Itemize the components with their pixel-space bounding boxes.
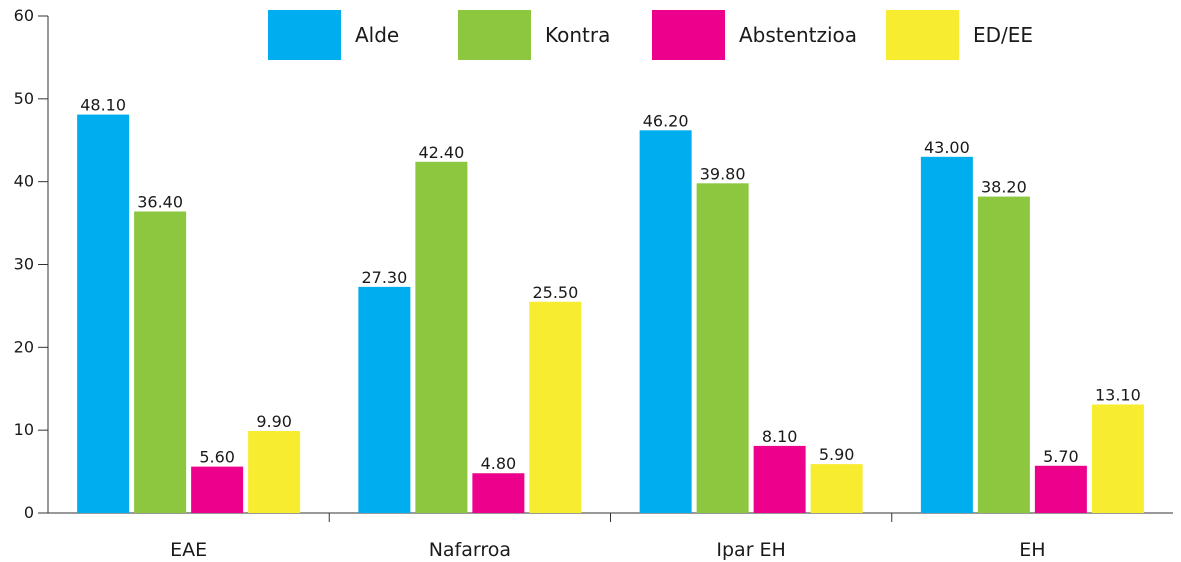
data-label-ed-ee-nafarroa: 25.50	[532, 283, 578, 302]
bar-alde-eae	[77, 114, 130, 514]
bar-kontra-nafarroa	[415, 161, 468, 513]
data-label-ed-ee-ipar-eh: 5.90	[819, 445, 855, 464]
y-tick-label: 40	[14, 172, 34, 191]
data-label-abstentzioa-ipar-eh: 8.10	[762, 427, 798, 446]
bar-alde-eh	[920, 156, 973, 514]
data-label-alde-eae: 48.10	[80, 96, 126, 115]
y-tick-label: 50	[14, 89, 34, 108]
y-tick-label: 20	[14, 337, 34, 356]
x-tick-label-nafarroa: Nafarroa	[429, 539, 511, 561]
bar-abstentzioa-eae	[191, 466, 244, 513]
x-axis: EAE Nafarroa Ipar EH EH	[48, 512, 1173, 561]
legend: Alde Kontra Abstentzioa ED/EE	[268, 10, 1033, 60]
data-label-ed-ee-eh: 13.10	[1095, 385, 1141, 404]
x-tick-label-ipar-eh: Ipar EH	[716, 539, 785, 561]
y-tick-label: 0	[24, 503, 34, 522]
bar-ed-ee-eae	[248, 430, 301, 513]
bar-kontra-eae	[134, 211, 187, 513]
legend-swatch-abstentzioa	[652, 10, 725, 60]
bar-ed-ee-nafarroa	[529, 301, 582, 513]
legend-swatch-ed-ee	[886, 10, 959, 60]
bars	[77, 114, 1144, 514]
bar-kontra-ipar-eh	[696, 183, 749, 513]
legend-swatch-kontra	[458, 10, 531, 60]
legend-label-abstentzioa: Abstentzioa	[739, 23, 857, 47]
x-tick-label-eae: EAE	[170, 539, 207, 561]
data-labels: 48.10 36.40 5.60 9.90 27.30 42.40 4.80 25.50 46.…	[80, 96, 1141, 474]
bar-alde-ipar-eh	[639, 130, 692, 513]
bar-abstentzioa-nafarroa	[472, 473, 525, 513]
legend-label-kontra: Kontra	[545, 23, 610, 47]
bar-ed-ee-eh	[1091, 404, 1144, 513]
data-label-ed-ee-eae: 9.90	[256, 412, 292, 431]
data-label-abstentzioa-nafarroa: 4.80	[481, 454, 517, 473]
data-label-abstentzioa-eae: 5.60	[199, 448, 235, 467]
legend-label-ed-ee: ED/EE	[973, 23, 1033, 47]
data-label-kontra-ipar-eh: 39.80	[700, 164, 746, 183]
legend-swatch-alde	[268, 10, 341, 60]
data-label-alde-nafarroa: 27.30	[361, 268, 407, 287]
y-tick-label: 30	[14, 255, 34, 274]
bar-ed-ee-ipar-eh	[810, 464, 863, 513]
y-tick-label: 10	[14, 420, 34, 439]
y-tick-label: 60	[14, 6, 34, 25]
bar-abstentzioa-eh	[1034, 465, 1087, 513]
data-label-kontra-nafarroa: 42.40	[418, 143, 464, 162]
y-axis: 0 10 20 30 40 50 60	[14, 6, 49, 522]
bar-alde-nafarroa	[358, 286, 411, 513]
data-label-alde-eh: 43.00	[924, 138, 970, 157]
bar-kontra-eh	[977, 196, 1030, 513]
data-label-abstentzioa-eh: 5.70	[1043, 447, 1079, 466]
legend-label-alde: Alde	[355, 23, 399, 47]
bar-abstentzioa-ipar-eh	[753, 445, 806, 513]
data-label-kontra-eh: 38.20	[981, 178, 1027, 197]
x-tick-label-eh: EH	[1019, 539, 1045, 561]
data-label-alde-ipar-eh: 46.20	[643, 111, 689, 130]
data-label-kontra-eae: 36.40	[137, 192, 183, 211]
